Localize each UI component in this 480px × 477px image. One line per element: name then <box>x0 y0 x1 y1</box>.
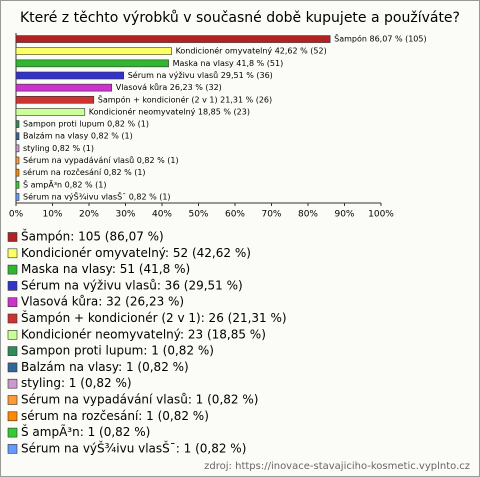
legend-swatch <box>7 411 18 422</box>
bar <box>15 95 95 104</box>
x-tick-label: 90% <box>334 210 354 220</box>
x-tick-label: 30% <box>115 210 135 220</box>
bar <box>15 193 20 201</box>
legend-swatch <box>7 395 18 405</box>
legend-label: Sampon proti lupum: 1 (0,82 %) <box>21 344 214 358</box>
legend-label: Š ampÃ³n: 1 (0,82 %) <box>21 424 150 439</box>
bar <box>15 108 86 116</box>
value-label: Sérum na výŠ¾ivu vlasŠ¯ 0,82 % (1) <box>23 190 171 201</box>
legend-swatch <box>7 297 18 308</box>
legend-label: Sérum na vypadávání vlasů: 1 (0,82 %) <box>21 393 258 407</box>
bar <box>15 120 20 128</box>
value-label: Kondicionér neomyvatelný 18,85 % (23) <box>89 106 250 116</box>
value-label: Vlasová kůra 26,23 % (32) <box>116 82 222 92</box>
x-tick-label: 100% <box>368 210 394 220</box>
legend-label: Kondicionér omyvatelný: 52 (42,62 %) <box>21 246 251 260</box>
legend-swatch <box>7 444 18 454</box>
legend-label: Maska na vlasy: 51 (41,8 %) <box>21 262 190 276</box>
bar <box>15 180 20 189</box>
legend-label: sérum na rozčesání: 1 (0,82 %) <box>21 409 209 423</box>
value-label: Sampon proti lupum 0,82 % (1) <box>23 120 149 129</box>
value-label: styling 0,82 % (1) <box>23 144 94 153</box>
legend-swatch <box>7 346 18 356</box>
legend-swatch <box>7 232 18 242</box>
legend-swatch <box>7 362 18 373</box>
legend-label: Sérum na výŠ¾ivu vlasŠ¯: 1 (0,82 %) <box>21 440 246 455</box>
value-label: Šampón 86,07 % (105) <box>334 33 426 44</box>
source: zdroj: https://inovace-stavajiciho-kosme… <box>204 461 470 472</box>
x-tick-label: 50% <box>188 210 208 220</box>
x-tick-label: 40% <box>152 210 172 220</box>
value-label: Balzám na vlasy 0,82 % (1) <box>23 132 133 141</box>
value-label: Š ampÃ³n 0,82 % (1) <box>23 178 107 189</box>
value-label: Sérum na vypadávání vlasů 0,82 % (1) <box>23 155 179 165</box>
bar <box>15 59 169 68</box>
value-label: Maska na vlasy 41,8 % (51) <box>173 59 284 68</box>
x-tick-label: 70% <box>261 210 281 220</box>
x-tick-label: 0% <box>9 210 24 220</box>
bar <box>15 35 331 43</box>
legend-label: styling: 1 (0,82 %) <box>21 376 132 390</box>
legend-swatch <box>7 264 18 275</box>
legend-label: Vlasová kůra: 32 (26,23 %) <box>21 295 184 309</box>
bar <box>15 47 172 56</box>
legend-swatch <box>7 329 18 340</box>
bar <box>15 132 20 141</box>
x-tick-label: 80% <box>298 210 318 220</box>
legend-swatch <box>7 281 18 291</box>
value-label: Sérum na výživu vlasů 29,51 % (36) <box>128 70 273 80</box>
legend-label: Šampón: 105 (86,07 %) <box>21 229 164 244</box>
value-label: Kondicionér omyvatelný 42,62 % (52) <box>176 46 327 56</box>
x-tick-label: 20% <box>79 210 99 220</box>
bar <box>15 83 113 92</box>
bar <box>15 71 125 80</box>
legend-label: Sérum na výživu vlasů: 36 (29,51 %) <box>21 278 243 292</box>
x-tick-label: 60% <box>225 210 245 220</box>
legend-swatch <box>7 378 18 389</box>
legend-label: Šampón + kondicionér (2 v 1): 26 (21,31 … <box>21 310 287 325</box>
x-tick-label: 10% <box>42 210 62 220</box>
bar <box>15 156 20 165</box>
value-label: Šampón + kondicionér (2 v 1) 21,31 % (26… <box>98 93 272 104</box>
legend-swatch <box>7 313 18 324</box>
legend-swatch <box>7 427 18 438</box>
bar <box>15 144 20 153</box>
legend-label: Kondicionér neomyvatelný: 23 (18,85 %) <box>21 327 266 341</box>
value-label: sérum na rozčesání 0,82 % (1) <box>23 167 146 177</box>
bar <box>15 168 20 177</box>
chart-title: Které z těchto výrobků v současné době k… <box>20 10 460 26</box>
legend-swatch <box>7 248 18 259</box>
legend-label: Balzám na vlasy: 1 (0,82 %) <box>21 360 189 374</box>
